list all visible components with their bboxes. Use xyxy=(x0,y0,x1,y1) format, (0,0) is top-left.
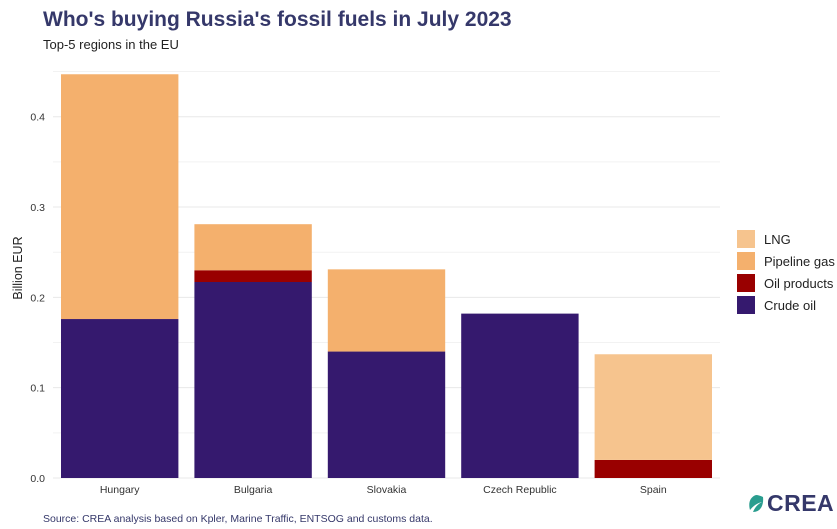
bar-segment-crude-oil xyxy=(461,313,579,478)
source-note: Source: CREA analysis based on Kpler, Ma… xyxy=(43,513,433,525)
legend-item-crude-oil: Crude oil xyxy=(737,294,835,316)
y-axis-label: Billion EUR xyxy=(11,236,25,299)
bar-segment-pipeline-gas xyxy=(327,269,446,352)
chart-subtitle: Top-5 regions in the EU xyxy=(43,37,179,52)
legend-swatch-lng xyxy=(737,230,755,248)
legend-label-lng: LNG xyxy=(764,231,791,247)
y-tick-label: 0.2 xyxy=(30,292,45,304)
legend-item-oil-products: Oil products xyxy=(737,272,835,294)
bar-segment-pipeline-gas xyxy=(61,74,179,320)
crea-logo: CREA xyxy=(745,490,834,517)
legend-label-crude-oil: Crude oil xyxy=(764,297,817,313)
bar-segment-lng xyxy=(594,354,712,460)
x-tick-label: Hungary xyxy=(100,484,140,496)
bar-segment-crude-oil xyxy=(327,351,446,478)
x-tick-label: Spain xyxy=(640,484,667,496)
bar-segment-crude-oil xyxy=(194,282,312,478)
legend-label-oil-products: Oil products xyxy=(764,275,834,291)
y-tick-label: 0.3 xyxy=(30,202,45,214)
legend-item-pipeline-gas: Pipeline gas xyxy=(737,250,835,272)
bar-segment-oil-products xyxy=(594,459,712,478)
bar-segment-oil-products xyxy=(194,270,312,282)
x-tick-label: Slovakia xyxy=(367,484,407,496)
y-tick-label: 0.0 xyxy=(30,473,45,485)
bar-segment-crude-oil xyxy=(61,319,179,478)
legend: LNG Pipeline gas Oil products Crude oil xyxy=(737,228,835,316)
legend-swatch-pipeline-gas xyxy=(737,252,755,270)
leaf-icon xyxy=(749,494,764,512)
y-tick-label: 0.4 xyxy=(30,112,45,124)
logo-text: CREA xyxy=(767,490,835,516)
legend-swatch-oil-products xyxy=(737,274,755,292)
legend-item-lng: LNG xyxy=(737,228,835,250)
x-tick-label: Bulgaria xyxy=(234,484,273,496)
y-tick-label: 0.1 xyxy=(30,383,45,395)
bar-segment-pipeline-gas xyxy=(194,224,312,271)
x-tick-label: Czech Republic xyxy=(483,484,557,496)
chart-title: Who's buying Russia's fossil fuels in Ju… xyxy=(43,8,512,31)
legend-swatch-crude-oil xyxy=(737,296,755,314)
legend-label-pipeline-gas: Pipeline gas xyxy=(764,253,835,269)
